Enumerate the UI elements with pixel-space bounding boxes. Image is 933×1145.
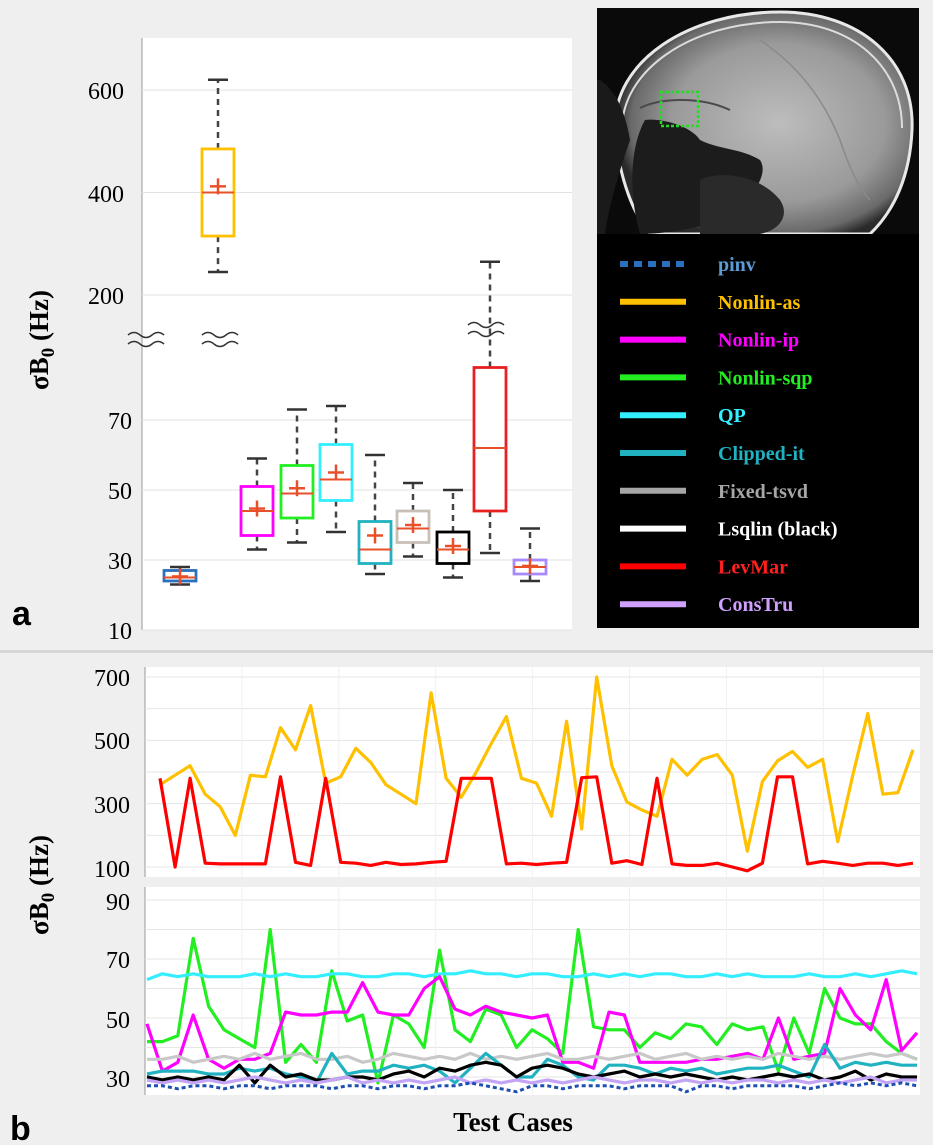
- panel-b-xlabel: Test Cases: [453, 1107, 573, 1137]
- tick-label: 50: [106, 1008, 130, 1034]
- roi-square: [659, 90, 700, 128]
- panel-b-gridlines: [145, 667, 920, 1095]
- legend-item: QP: [620, 405, 746, 427]
- legend-item: Nonlin-as: [620, 292, 800, 314]
- legend-label: Nonlin-as: [718, 292, 800, 314]
- legend-item: Clipped-it: [620, 443, 805, 465]
- tick-label: 300: [94, 793, 130, 819]
- series-line-nonlin-ip: [145, 975, 919, 1073]
- legend-item: pinv: [620, 254, 756, 276]
- legend-label: Fixed-tsvd: [718, 481, 808, 503]
- panel-a-ylabel: σB0 (Hz): [24, 290, 59, 390]
- box: [279, 464, 315, 520]
- series-line-constru: [146, 1075, 917, 1085]
- tick-label: 30: [106, 1067, 130, 1093]
- tick-label: 10: [108, 619, 132, 645]
- boxplot-levmar: [472, 260, 508, 555]
- legend-label: Clipped-it: [718, 443, 805, 465]
- boxplot-lsqlin: [435, 488, 471, 579]
- panel-b-bottom-series: [145, 927, 919, 1094]
- legend-item: Fixed-tsvd: [620, 481, 808, 503]
- boxplot-nonlin-ip: [239, 457, 275, 551]
- panel-a-lower-ticks: 70 50 30 10: [108, 409, 132, 645]
- box: [472, 366, 508, 513]
- panel-b-label: b: [10, 1110, 31, 1145]
- series-line-qp: [146, 969, 918, 982]
- legend-label: Nonlin-sqp: [718, 367, 813, 389]
- panel-b-ylabel: σB0 (Hz): [24, 835, 59, 935]
- boxplot-qp: [318, 404, 354, 534]
- tick-label: 700: [94, 666, 130, 692]
- series-line-nonlin-as: [159, 675, 915, 853]
- legend-item: Nonlin-sqp: [620, 367, 813, 389]
- boxplot-nonlin-as: [200, 78, 236, 274]
- series-line-pinv: [147, 1081, 918, 1094]
- panel-a-upper-ticks: 600 400 200: [88, 79, 124, 310]
- tick-label: 90: [106, 890, 130, 916]
- boxplot-clipped-it: [357, 453, 393, 576]
- panel-b-top-ticks: 700 500 300 100: [94, 666, 130, 883]
- legend-label: Nonlin-ip: [718, 330, 799, 352]
- boxplot-pinv: [162, 565, 198, 586]
- tick-label: 70: [106, 948, 130, 974]
- panel-b-bottom-ticks: 90 70 50 30: [106, 890, 130, 1093]
- legend-item: Lsqlin (black): [620, 519, 837, 541]
- legend-item: ConsTru: [620, 594, 793, 616]
- tick-label: 100: [94, 857, 130, 883]
- tick-label: 70: [108, 409, 132, 435]
- tick-label: 600: [88, 79, 124, 105]
- mri-sagittal-image: [597, 8, 919, 236]
- series-line-nonlin-sqp: [147, 927, 918, 1085]
- legend-label: pinv: [718, 254, 756, 276]
- panel-b-top-series: [158, 675, 915, 873]
- tick-label: 200: [88, 284, 124, 310]
- tick-label: 50: [108, 479, 132, 505]
- tick-label: 30: [108, 549, 132, 575]
- tick-label: 500: [94, 729, 130, 755]
- legend-item: LevMar: [620, 556, 788, 578]
- panel-a-label: a: [12, 595, 32, 633]
- boxplot-nonlin-sqp: [279, 408, 315, 544]
- legend-label: Lsqlin (black): [718, 519, 837, 541]
- boxplot-constru: [512, 527, 548, 583]
- legend-label: QP: [718, 405, 746, 427]
- axis-break-marks: [127, 321, 505, 348]
- legend-label: LevMar: [718, 556, 788, 578]
- series-line-fixed-tsvd: [147, 1051, 918, 1064]
- boxplots: [162, 78, 548, 586]
- series-line-lsqlin: [146, 1060, 917, 1085]
- legend: pinv Nonlin-as Nonlin-ip Nonlin-sqp QP Clippe…: [620, 254, 837, 616]
- legend-item: Nonlin-ip: [620, 330, 799, 352]
- panel-a-plot-area: [142, 38, 572, 630]
- boxplot-fixed-tsvd: [395, 481, 431, 558]
- series-line-levmar: [158, 775, 914, 873]
- tick-label: 400: [88, 182, 124, 208]
- legend-label: ConsTru: [718, 594, 793, 616]
